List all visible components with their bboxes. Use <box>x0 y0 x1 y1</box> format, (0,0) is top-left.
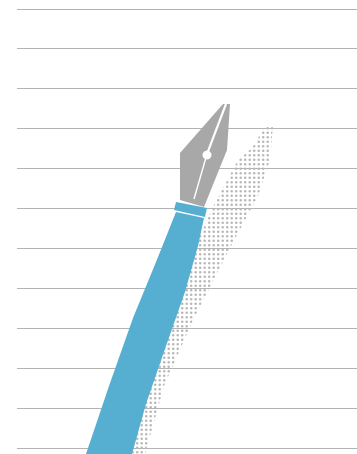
ruled-line <box>17 408 357 409</box>
ruled-line <box>17 368 357 369</box>
ruled-line <box>17 9 357 10</box>
pen-nib-slit <box>193 153 208 200</box>
pen-ferrule-band <box>174 202 207 217</box>
ruled-line <box>17 48 357 49</box>
pen-nib-slit <box>205 103 228 155</box>
pen-barrel <box>86 212 204 454</box>
pen-nib-breather-hole <box>202 150 212 160</box>
ruled-line <box>17 128 357 129</box>
ruled-line <box>17 88 357 89</box>
ruled-line <box>17 448 357 449</box>
pen-shadow-dots <box>130 125 273 454</box>
